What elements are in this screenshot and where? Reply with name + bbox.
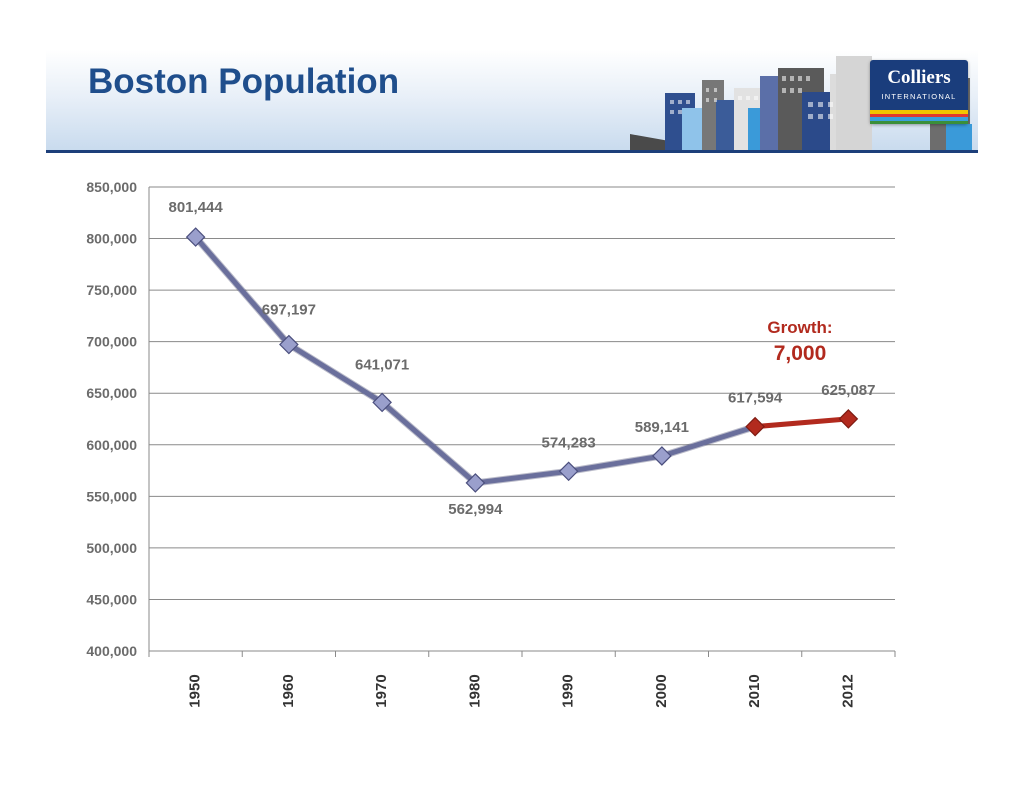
logo-stripes [870, 110, 968, 124]
y-tick-label: 700,000 [86, 334, 137, 350]
data-point-marker [465, 473, 486, 493]
data-label: 641,071 [355, 356, 409, 373]
x-tick-label: 1950 [187, 674, 204, 707]
y-tick-label: 750,000 [86, 282, 137, 298]
x-tick-label: 1960 [280, 674, 297, 707]
data-point-marker [652, 446, 672, 466]
data-point-marker [838, 409, 859, 429]
header-rule [46, 150, 978, 153]
skyline-illustration [630, 56, 972, 150]
series-line-shadow [192, 234, 757, 487]
data-label: 562,994 [448, 501, 503, 518]
data-label: 617,594 [728, 390, 783, 407]
y-tick-label: 600,000 [86, 437, 137, 453]
data-label: 589,141 [635, 419, 689, 436]
x-tick-label: 1990 [560, 674, 577, 707]
growth-annotation-value: 7,000 [773, 342, 827, 365]
data-point-marker [185, 227, 206, 247]
colliers-logo: Colliers INTERNATIONAL [870, 60, 968, 124]
growth-line [754, 416, 849, 430]
y-tick-label: 550,000 [86, 488, 137, 504]
x-tick-label: 1980 [466, 674, 483, 707]
page-title: Boston Population [88, 62, 400, 101]
y-tick-label: 800,000 [86, 231, 137, 247]
data-label: 801,444 [169, 199, 224, 216]
data-point-marker [372, 392, 392, 413]
data-label: 697,197 [262, 302, 316, 319]
data-point-marker [279, 334, 299, 355]
y-tick-label: 500,000 [86, 540, 137, 556]
y-tick-label: 650,000 [86, 385, 137, 401]
data-point-marker [558, 461, 579, 482]
x-tick-label: 2000 [653, 674, 670, 707]
data-point-marker [745, 416, 765, 437]
y-tick-label: 850,000 [86, 179, 137, 195]
y-tick-label: 400,000 [86, 643, 137, 659]
x-tick-label: 2012 [839, 674, 856, 707]
y-tick-label: 450,000 [86, 591, 137, 607]
series-line [193, 235, 756, 486]
data-label: 574,283 [542, 434, 596, 451]
growth-annotation-label: Growth: [767, 318, 833, 337]
data-label: 625,087 [821, 382, 875, 399]
logo-name: Colliers [887, 67, 951, 88]
x-tick-label: 2010 [746, 674, 763, 707]
logo-subtitle: INTERNATIONAL [881, 92, 957, 101]
x-tick-label: 1970 [373, 674, 390, 707]
